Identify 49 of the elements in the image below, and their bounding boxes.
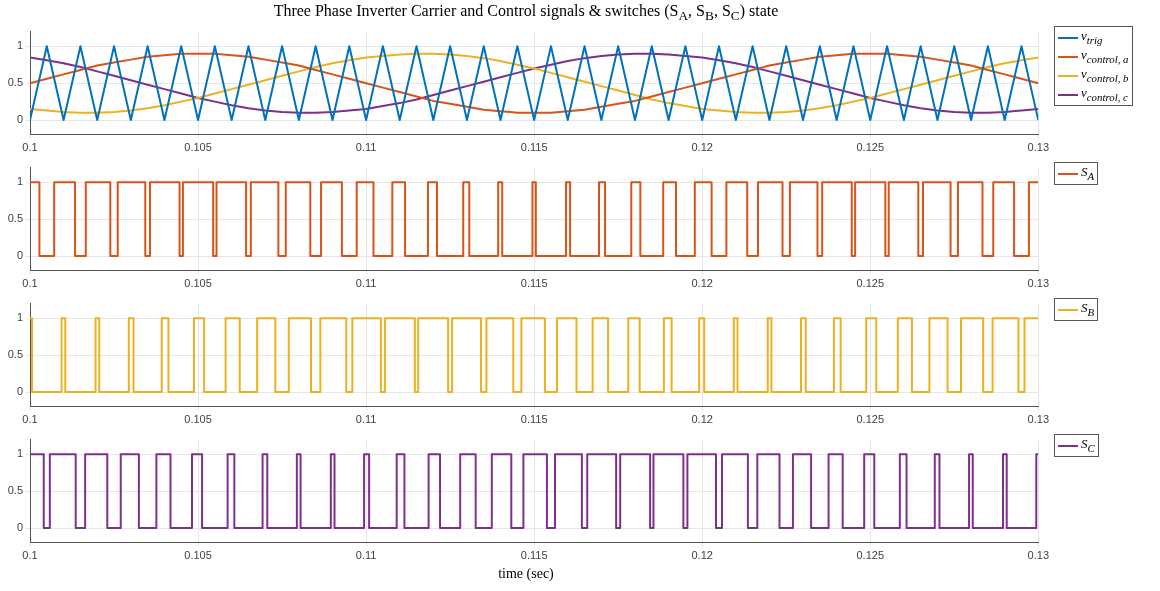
- x-tick-label: 0.125: [856, 141, 885, 154]
- y-tick-label: 1: [16, 447, 23, 460]
- legend-label: S$_{C}$: [1081, 435, 1095, 456]
- x-tick-label: 0.12: [691, 141, 713, 154]
- x-tick-label: 0.12: [691, 413, 713, 426]
- x-tick-label: 0.13: [1027, 549, 1050, 562]
- x-tick-label: 0.1: [22, 413, 38, 426]
- x-tick-label: 0.125: [856, 549, 885, 562]
- x-tick-label: 0.115: [520, 549, 548, 562]
- y-tick-label: 0.5: [7, 212, 23, 225]
- x-axis-title: time (sec): [497, 566, 555, 583]
- legend-label: v$_{trig}$: [1081, 27, 1103, 48]
- chart-title: Three Phase Inverter Carrier and Control signals & switches (S$_{A}$, S$_{B}$, S$_{C}$) state: [272, 1, 780, 24]
- x-tick-label: 0.13: [1027, 413, 1050, 426]
- x-tick-label: 0.1: [22, 141, 38, 154]
- legend-label: v$_{control, b}$: [1081, 65, 1129, 86]
- x-tick-label: 0.115: [520, 277, 548, 290]
- legend-label: v$_{control, a}$: [1081, 46, 1129, 67]
- x-tick-label: 0.11: [355, 141, 377, 154]
- x-tick-label: 0.12: [691, 549, 713, 562]
- y-tick-label: 0.5: [7, 76, 23, 89]
- x-tick-label: 0.105: [184, 277, 212, 290]
- x-tick-label: 0.105: [184, 413, 212, 426]
- legend-label: S$_{B}$: [1081, 299, 1095, 320]
- y-tick-label: 1: [16, 175, 23, 188]
- x-tick-label: 0.125: [856, 277, 885, 290]
- x-tick-label: 0.13: [1027, 277, 1050, 290]
- x-tick-label: 0.115: [520, 413, 548, 426]
- x-tick-label: 0.1: [22, 549, 38, 562]
- x-tick-label: 0.11: [355, 413, 377, 426]
- y-tick-label: 1: [16, 311, 23, 324]
- x-tick-label: 0.115: [520, 141, 548, 154]
- y-tick-label: 0.5: [7, 348, 23, 361]
- legend-label: v$_{control, c}$: [1081, 84, 1128, 105]
- x-tick-label: 0.13: [1027, 141, 1050, 154]
- x-tick-label: 0.105: [184, 141, 212, 154]
- y-tick-label: 0: [16, 521, 23, 534]
- x-tick-label: 0.12: [691, 277, 713, 290]
- legend-label: S$_{A}$: [1081, 163, 1095, 184]
- x-tick-label: 0.1: [22, 277, 38, 290]
- y-tick-label: 0: [16, 249, 23, 262]
- x-tick-label: 0.11: [355, 277, 377, 290]
- y-tick-label: 0.5: [7, 484, 23, 497]
- y-tick-label: 0: [16, 113, 23, 126]
- y-tick-label: 0: [16, 385, 23, 398]
- x-tick-label: 0.105: [184, 549, 212, 562]
- x-tick-label: 0.11: [355, 549, 377, 562]
- x-tick-label: 0.125: [856, 413, 885, 426]
- y-tick-label: 1: [16, 39, 23, 52]
